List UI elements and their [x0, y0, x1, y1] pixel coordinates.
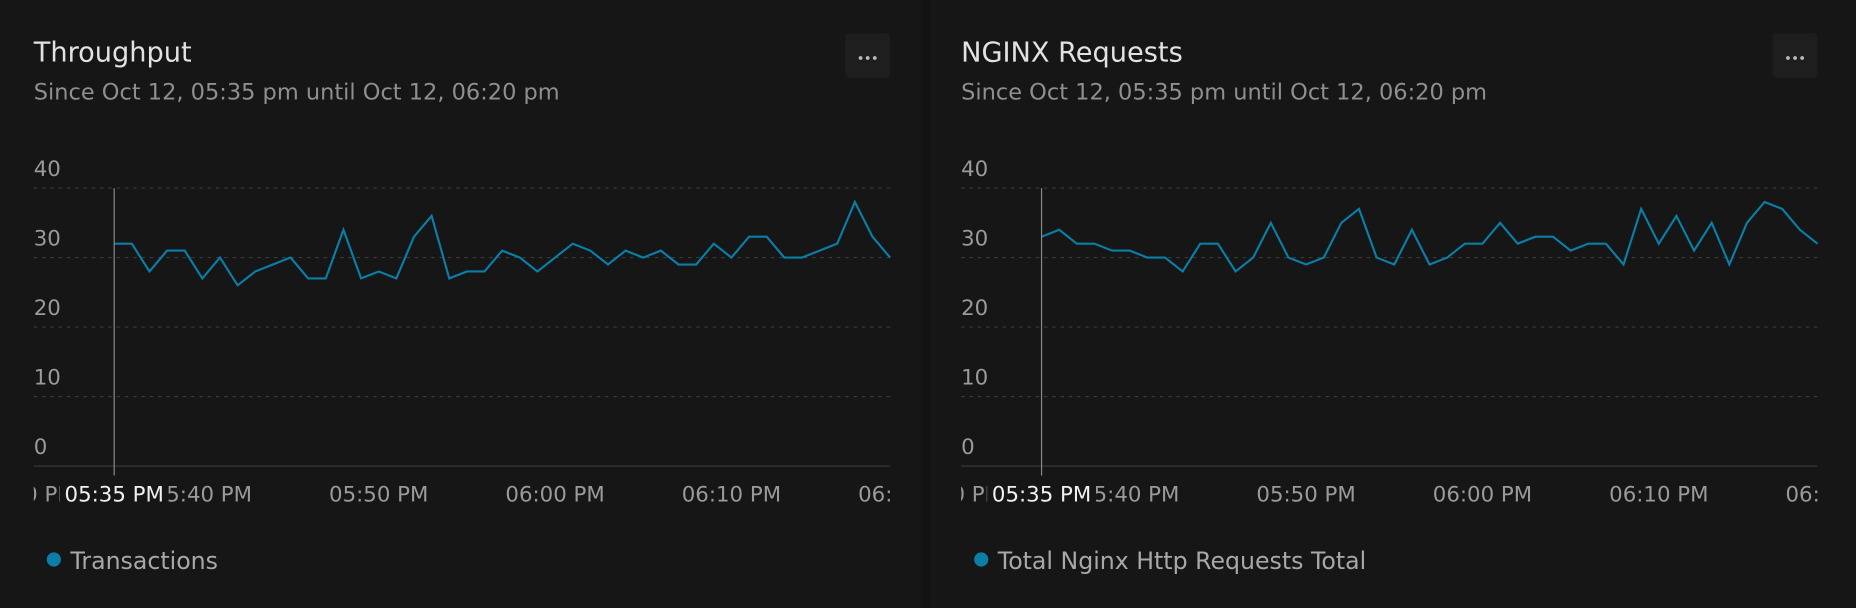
chart-subtitle: Since Oct 12, 05:35 pm until Oct 12, 06:…	[34, 79, 560, 105]
y-tick-label: 0	[34, 435, 48, 460]
x-tick-label: 05:50 PM	[1256, 483, 1355, 508]
x-tick-label: 06:00 PM	[505, 483, 604, 508]
menu-button[interactable]	[845, 33, 891, 79]
x-tick-label: 05:50 PM	[329, 483, 428, 508]
legend-swatch	[46, 552, 61, 567]
menu-dot	[865, 56, 870, 60]
y-tick-label: 40	[961, 157, 988, 182]
crosshair-label-bg	[59, 477, 169, 512]
menu-dot	[1800, 56, 1805, 60]
legend-swatch	[974, 552, 989, 567]
y-tick-label: 10	[961, 366, 988, 391]
legend-label: Transactions	[69, 547, 218, 575]
crosshair-label: 05:35 PM	[992, 483, 1091, 508]
data-line	[1041, 200, 1819, 274]
y-tick-label: 10	[34, 366, 61, 391]
y-tick-label: 0	[961, 435, 975, 460]
y-tick-label: 20	[34, 296, 61, 321]
y-tick-label: 40	[34, 157, 61, 182]
data-line	[114, 199, 891, 287]
x-tick-label: 06:20 PM	[1786, 483, 1856, 508]
y-tick-label: 20	[961, 296, 988, 321]
x-tick-label: 06:20 PM	[858, 483, 957, 508]
x-tick-label: 06:10 PM	[682, 483, 781, 508]
y-tick-label: 30	[34, 227, 61, 252]
x-tick-label: 05:40 PM	[1080, 483, 1179, 508]
legend-label: Total Nginx Http Requests Total	[997, 547, 1366, 575]
x-tick-label: 05:40 PM	[153, 483, 252, 508]
menu-dot	[1793, 56, 1797, 60]
chart-title: NGINX Requests	[961, 38, 1183, 69]
y-tick-label: 30	[961, 227, 988, 252]
crosshair-label: 05:35 PM	[65, 483, 164, 508]
menu-dot	[1786, 56, 1790, 60]
menu-button[interactable]	[1772, 33, 1818, 79]
chart-subtitle: Since Oct 12, 05:35 pm until Oct 12, 06:…	[961, 79, 1487, 105]
crosshair-label-bg	[987, 477, 1096, 512]
chart-title: Throughput	[33, 38, 192, 69]
x-tick-label: 06:10 PM	[1609, 483, 1708, 508]
menu-dot	[872, 56, 877, 60]
menu-dot	[858, 56, 863, 60]
x-tick-label: 06:00 PM	[1433, 483, 1532, 508]
